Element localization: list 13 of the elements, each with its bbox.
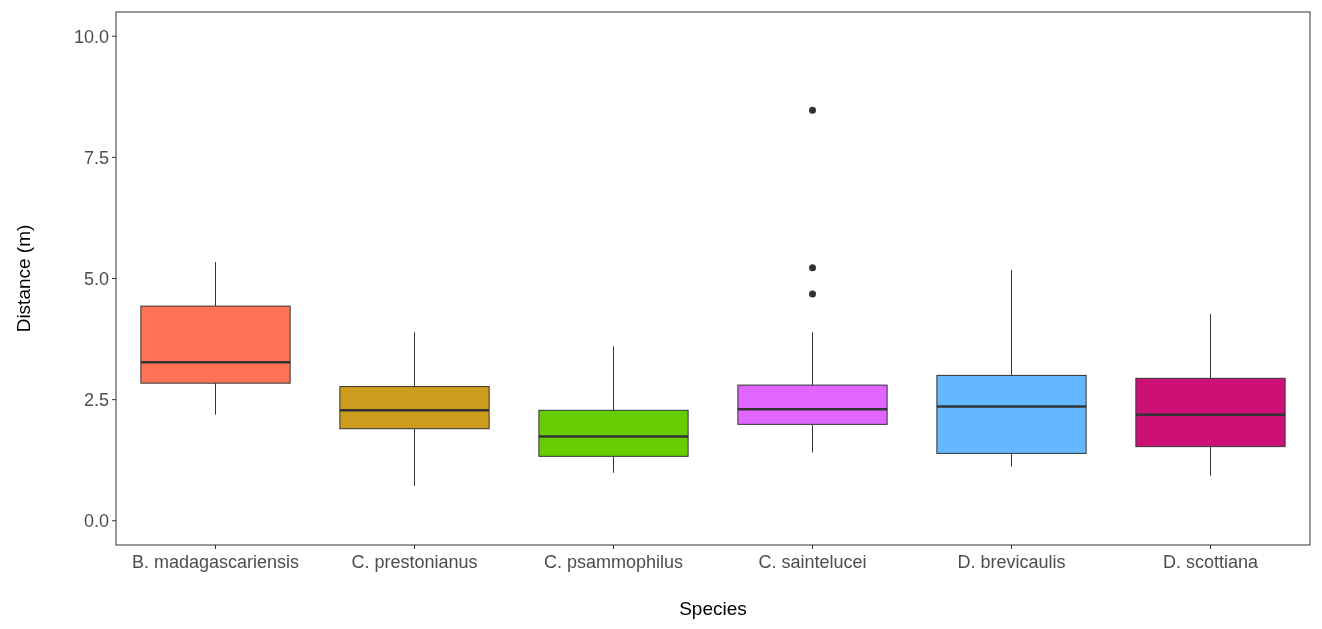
x-axis-title: Species bbox=[679, 598, 747, 619]
y-tick-label: 0.0 bbox=[83, 511, 109, 532]
x-tick-label: D. scottiana bbox=[1162, 552, 1260, 572]
x-tick-label: C. psammophilus bbox=[543, 552, 684, 572]
y-tick-label: 2.5 bbox=[83, 389, 109, 410]
y-tick-label: 5.0 bbox=[83, 268, 109, 289]
y-tick-label: 10.0 bbox=[73, 26, 109, 47]
x-tick-label: D. brevicaulis bbox=[957, 552, 1066, 572]
y-axis-title: Distance (m) bbox=[13, 224, 34, 333]
y-tick-label: 7.5 bbox=[83, 147, 109, 168]
x-tick-label: B. madagascariensis bbox=[131, 552, 300, 572]
x-tick-label: C. saintelucei bbox=[758, 552, 867, 572]
x-tick-label: C. prestonianus bbox=[351, 552, 478, 572]
